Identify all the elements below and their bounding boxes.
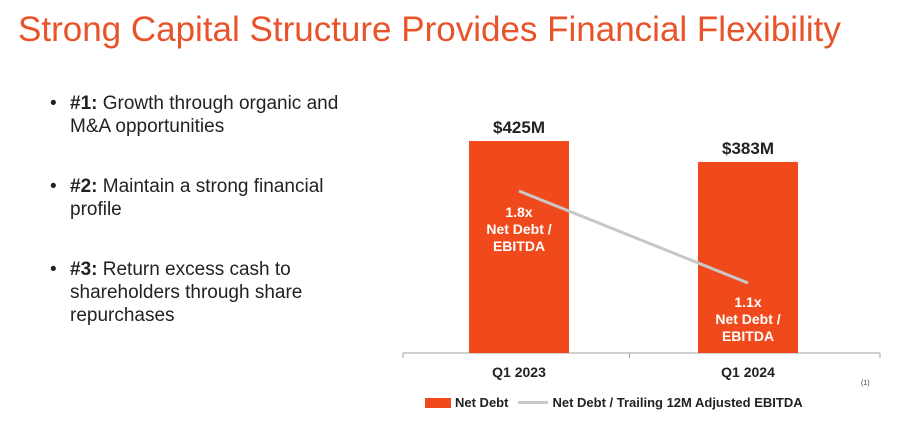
legend-line-swatch (518, 401, 549, 404)
bar-value-label: $425M (493, 118, 545, 137)
bullet-item-1: • #1: Growth through organic and M&A opp… (50, 92, 360, 138)
bullet-dot-icon: • (50, 93, 57, 114)
bullet-item-3: • #3: Return excess cash to shareholders… (50, 258, 360, 327)
bullet-item-2: • #2: Maintain a strong financial profil… (50, 175, 360, 221)
ratio-data-label-line: EBITDA (722, 328, 774, 344)
bullet-dot-icon: • (50, 176, 57, 197)
bullet-number: #3: (70, 259, 98, 280)
x-tick-label: Q1 2023 (492, 364, 546, 380)
ratio-data-label-line: EBITDA (493, 238, 545, 254)
ratio-data-label-line: 1.8x (505, 204, 532, 220)
bullet-number: #2: (70, 176, 98, 197)
bar-net-debt (698, 161, 798, 353)
bullet-dot-icon: • (50, 259, 57, 280)
legend-bar-swatch (425, 397, 451, 408)
bar-value-label: $383M (722, 139, 774, 158)
ratio-series-line (518, 189, 749, 285)
bullet-text: Maintain a strong financial profile (70, 176, 324, 220)
bullet-list: • #1: Growth through organic and M&A opp… (50, 92, 360, 364)
bullet-text: Growth through organic and M&A opportuni… (70, 93, 339, 137)
page-title: Strong Capital Structure Provides Financ… (18, 10, 841, 49)
bar-net-debt (469, 141, 569, 353)
legend-line-label: Net Debt / Trailing 12M Adjusted EBITDA (552, 395, 803, 410)
ratio-data-label: 1.8x Net Debt / EBITDA (486, 204, 551, 254)
x-tick-label: Q1 2024 (721, 364, 775, 380)
bullet-text: Return excess cash to shareholders throu… (70, 259, 303, 326)
bullet-number: #1: (70, 93, 98, 114)
ratio-data-label-line: Net Debt / (715, 311, 780, 327)
ratio-data-label-line: 1.1x (734, 294, 761, 310)
legend-bar-label: Net Debt (455, 395, 509, 410)
ratio-data-label-line: Net Debt / (486, 221, 551, 237)
ratio-data-label: 1.1x Net Debt / EBITDA (715, 294, 780, 344)
chart-legend: Net Debt Net Debt / Trailing 12M Adjuste… (425, 395, 803, 410)
footnote-marker: (1) (861, 380, 870, 387)
